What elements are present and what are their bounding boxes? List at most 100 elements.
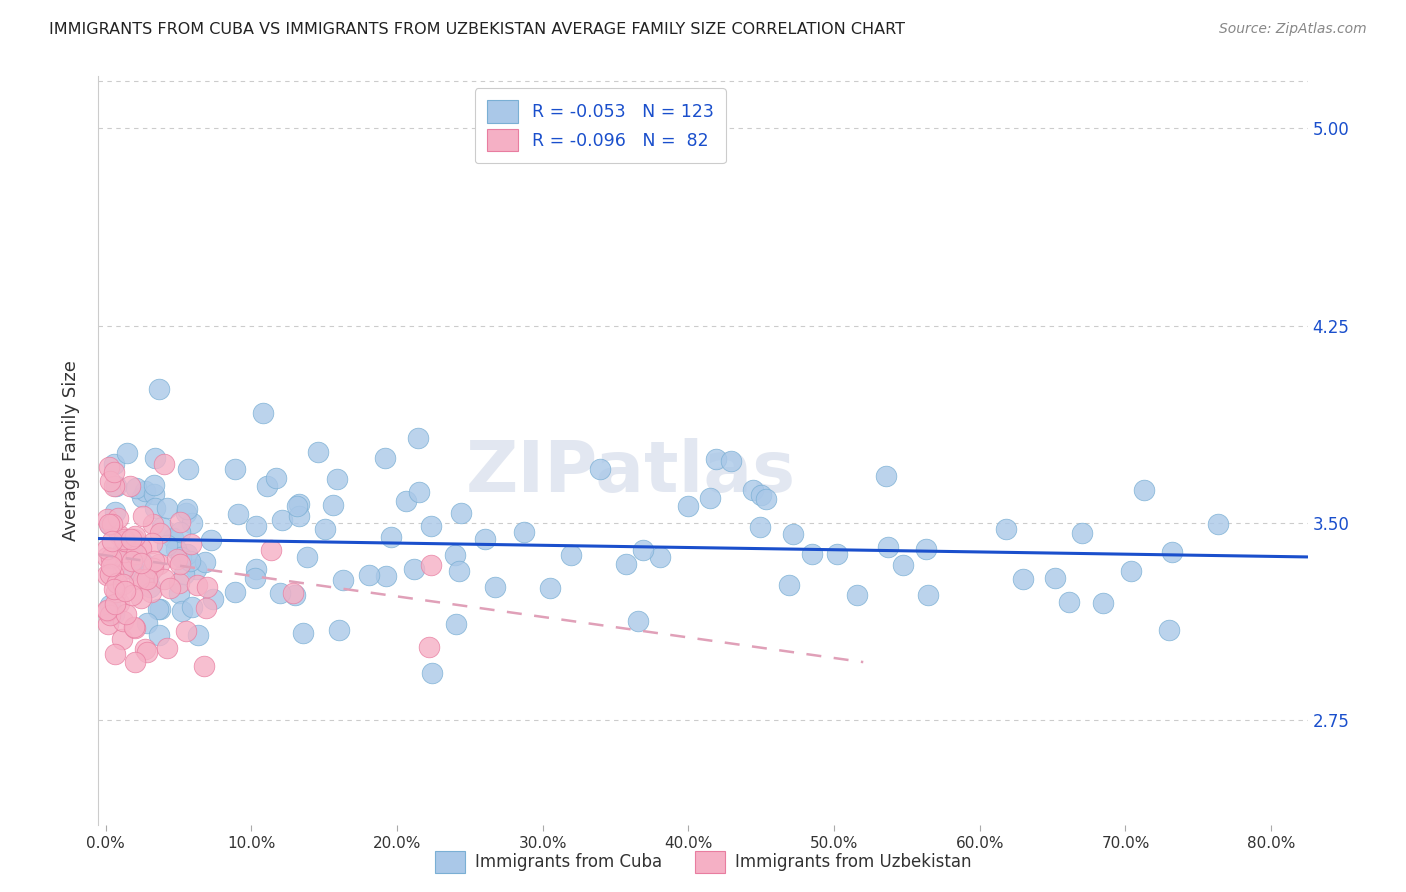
Point: [266, 471, 288, 485]
Point: [104, 648, 127, 662]
Point: [153, 572, 176, 586]
Point: [148, 558, 170, 572]
Point: [322, 498, 344, 512]
Point: [186, 578, 208, 592]
Point: [134, 642, 156, 657]
Point: [177, 461, 200, 475]
Point: [138, 567, 160, 582]
Point: [105, 479, 128, 493]
Point: [326, 472, 349, 486]
Point: [169, 525, 191, 540]
Point: [291, 626, 314, 640]
Point: [124, 529, 146, 543]
Point: [156, 500, 179, 515]
Point: [374, 569, 396, 583]
Point: [141, 536, 163, 550]
Point: [103, 607, 125, 621]
Point: [422, 665, 444, 680]
Point: [136, 573, 159, 587]
Point: [131, 490, 153, 504]
Point: [124, 621, 146, 635]
Point: [142, 554, 165, 568]
Point: [446, 617, 468, 632]
Point: [97, 617, 120, 632]
Point: [96, 604, 118, 618]
Point: [418, 640, 440, 655]
Point: [678, 500, 700, 514]
Point: [135, 615, 157, 630]
Point: [914, 542, 936, 557]
Point: [193, 659, 215, 673]
Point: [156, 640, 179, 655]
Point: [115, 446, 138, 460]
Point: [307, 444, 329, 458]
Point: [224, 462, 246, 476]
Point: [825, 547, 848, 561]
Point: [631, 542, 654, 557]
Point: [404, 562, 426, 576]
Point: [136, 645, 159, 659]
Point: [181, 516, 204, 531]
Point: [142, 516, 165, 531]
Point: [1161, 545, 1184, 559]
Point: [165, 542, 187, 557]
Point: [243, 571, 266, 585]
Point: [176, 547, 198, 561]
Point: [149, 526, 172, 541]
Point: [96, 512, 118, 526]
Point: [103, 582, 125, 596]
Point: [174, 624, 197, 638]
Point: [120, 532, 142, 546]
Point: [145, 501, 167, 516]
Point: [245, 519, 267, 533]
Point: [614, 557, 637, 571]
Point: [156, 537, 179, 551]
Point: [103, 457, 125, 471]
Point: [444, 549, 467, 563]
Point: [98, 518, 121, 533]
Point: [194, 555, 217, 569]
Point: [395, 494, 418, 508]
Point: [328, 624, 350, 638]
Point: [271, 513, 294, 527]
Point: [125, 481, 148, 495]
Point: [97, 460, 120, 475]
Point: [917, 589, 939, 603]
Point: [167, 585, 190, 599]
Point: [627, 614, 650, 628]
Point: [129, 541, 152, 556]
Point: [1091, 596, 1114, 610]
Point: [269, 586, 291, 600]
Point: [891, 558, 914, 572]
Y-axis label: Average Family Size: Average Family Size: [62, 360, 80, 541]
Point: [111, 614, 134, 628]
Point: [380, 530, 402, 544]
Point: [447, 564, 470, 578]
Point: [121, 554, 143, 568]
Point: [107, 511, 129, 525]
Point: [98, 608, 121, 623]
Point: [287, 508, 309, 523]
Point: [96, 550, 118, 565]
Point: [755, 492, 778, 507]
Point: [176, 502, 198, 516]
Point: [114, 583, 136, 598]
Point: [104, 585, 127, 599]
Point: [124, 532, 146, 546]
Point: [749, 520, 772, 534]
Point: [994, 522, 1017, 536]
Point: [97, 517, 120, 532]
Point: [153, 457, 176, 471]
Point: [1133, 483, 1156, 497]
Point: [148, 627, 170, 641]
Point: [120, 479, 142, 493]
Point: [114, 534, 136, 549]
Point: [112, 532, 135, 546]
Point: [484, 580, 506, 594]
Point: [1012, 572, 1035, 586]
Point: [720, 454, 742, 468]
Point: [166, 552, 188, 566]
Point: [103, 465, 125, 479]
Point: [704, 451, 727, 466]
Point: [419, 558, 441, 572]
